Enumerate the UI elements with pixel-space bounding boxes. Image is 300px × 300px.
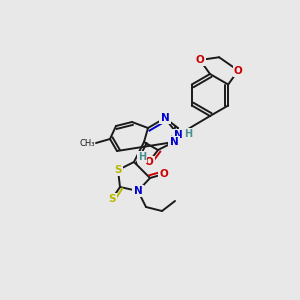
Text: CH₃: CH₃ xyxy=(80,139,95,148)
Text: N: N xyxy=(134,186,142,196)
Text: S: S xyxy=(108,194,116,204)
Text: N: N xyxy=(160,113,169,123)
Text: O: O xyxy=(160,169,168,179)
Text: O: O xyxy=(196,55,204,65)
Text: N: N xyxy=(174,130,182,140)
Text: N: N xyxy=(169,137,178,147)
Text: H: H xyxy=(184,129,192,139)
Text: S: S xyxy=(114,165,122,175)
Text: H: H xyxy=(138,152,146,162)
Text: O: O xyxy=(145,157,153,167)
Text: O: O xyxy=(234,65,243,76)
